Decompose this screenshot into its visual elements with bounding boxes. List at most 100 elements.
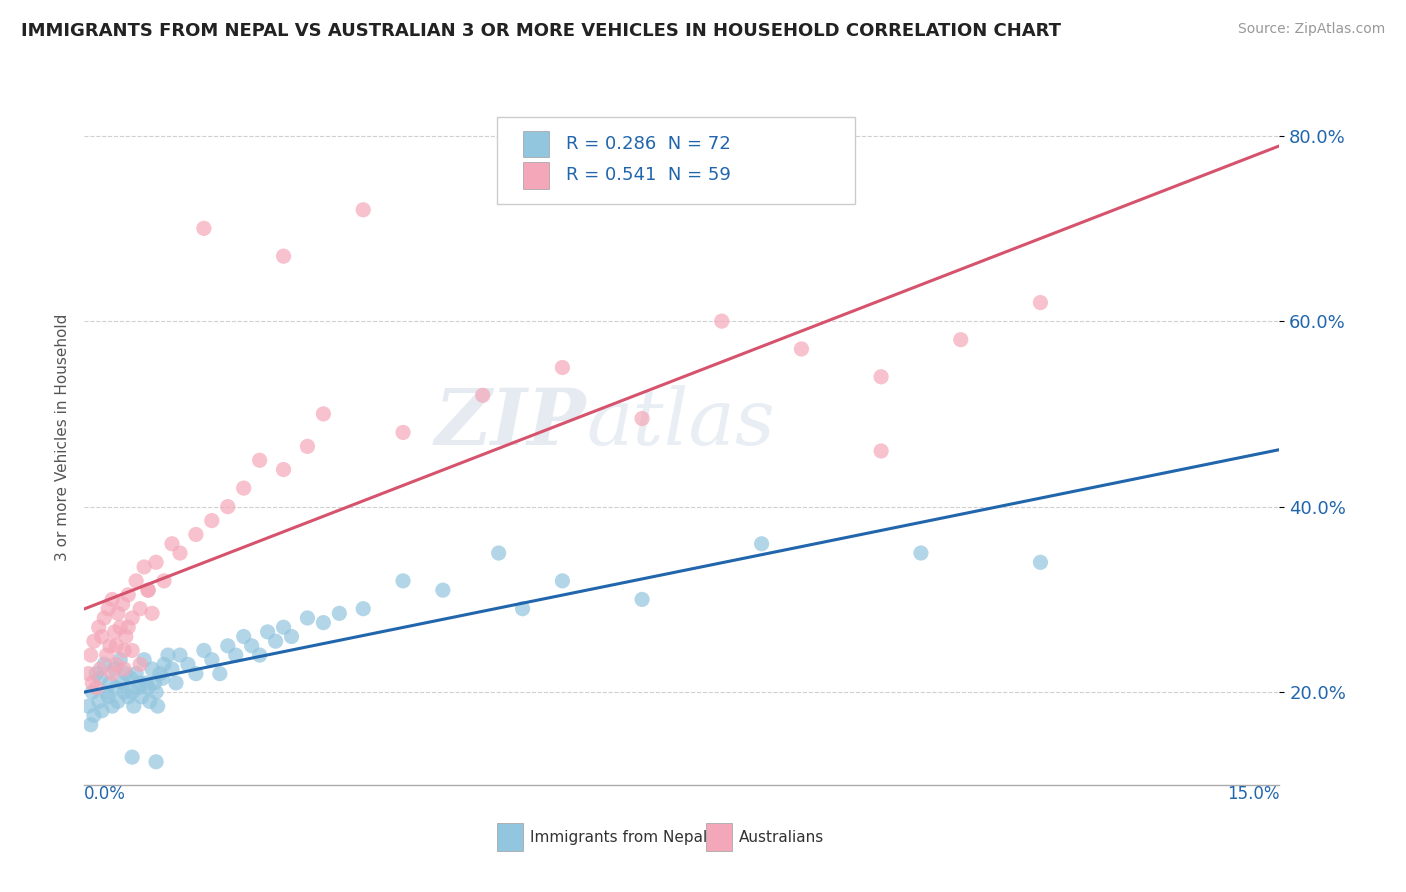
Point — [101, 666, 124, 681]
Point — [297, 439, 319, 453]
Point — [110, 653, 132, 667]
Point — [193, 221, 215, 235]
Bar — [496, 823, 523, 851]
Point — [90, 630, 112, 644]
Point — [98, 676, 121, 690]
Point — [488, 546, 510, 560]
Point — [249, 453, 271, 467]
Point — [136, 583, 159, 598]
Text: IMMIGRANTS FROM NEPAL VS AUSTRALIAN 3 OR MORE VEHICLES IN HOUSEHOLD CORRELATION : IMMIGRANTS FROM NEPAL VS AUSTRALIAN 3 OR… — [21, 22, 1062, 40]
Point — [125, 666, 148, 681]
Point — [217, 500, 239, 514]
Point — [949, 333, 972, 347]
Point — [392, 574, 415, 588]
Point — [97, 601, 120, 615]
Point — [101, 699, 124, 714]
Point — [117, 588, 139, 602]
Point — [392, 425, 415, 440]
Point — [117, 620, 139, 634]
Text: Australians: Australians — [740, 830, 824, 845]
FancyBboxPatch shape — [496, 117, 855, 204]
Point — [131, 690, 153, 704]
Point — [177, 657, 200, 672]
Text: 0.0%: 0.0% — [84, 785, 127, 803]
Point — [114, 666, 136, 681]
Point — [146, 699, 169, 714]
Point — [86, 666, 108, 681]
Point — [121, 750, 143, 764]
Point — [870, 369, 893, 384]
Point — [97, 690, 120, 704]
Point — [710, 314, 733, 328]
Point — [145, 685, 167, 699]
Point — [312, 407, 335, 421]
Point — [328, 607, 350, 621]
Point — [512, 601, 534, 615]
Point — [138, 694, 160, 708]
Point — [132, 653, 156, 667]
Point — [89, 662, 111, 676]
Point — [110, 620, 132, 634]
Point — [273, 249, 295, 263]
Point — [82, 676, 104, 690]
Point — [129, 676, 152, 690]
Point — [471, 388, 494, 402]
Point — [225, 648, 247, 662]
Point — [184, 527, 207, 541]
Point — [129, 657, 152, 672]
Point — [160, 537, 183, 551]
Point — [82, 685, 104, 699]
Point — [122, 699, 145, 714]
Point — [104, 624, 127, 639]
Point — [790, 342, 813, 356]
Text: R = 0.541  N = 59: R = 0.541 N = 59 — [567, 167, 731, 185]
Point — [83, 634, 105, 648]
Point — [143, 676, 166, 690]
Point — [631, 592, 654, 607]
Text: Immigrants from Nepal: Immigrants from Nepal — [530, 830, 707, 845]
Point — [249, 648, 271, 662]
Point — [129, 601, 152, 615]
Point — [128, 681, 150, 695]
Point — [165, 676, 187, 690]
Point — [312, 615, 335, 630]
Point — [208, 666, 231, 681]
Point — [87, 694, 110, 708]
Text: Source: ZipAtlas.com: Source: ZipAtlas.com — [1237, 22, 1385, 37]
Bar — [523, 131, 550, 157]
Point — [105, 657, 128, 672]
Point — [112, 643, 135, 657]
Point — [153, 657, 176, 672]
Point — [297, 611, 319, 625]
Point — [87, 620, 110, 634]
Point — [193, 643, 215, 657]
Point — [551, 360, 574, 375]
Text: atlas: atlas — [586, 385, 775, 461]
Point — [96, 648, 118, 662]
Point — [240, 639, 263, 653]
Point — [112, 685, 135, 699]
Point — [98, 639, 121, 653]
Point — [217, 639, 239, 653]
Point — [152, 671, 174, 685]
Point — [184, 666, 207, 681]
Point — [136, 681, 159, 695]
Point — [101, 592, 124, 607]
Point — [107, 607, 129, 621]
Point — [153, 574, 176, 588]
Bar — [523, 162, 550, 189]
Point — [125, 574, 148, 588]
Point — [93, 611, 115, 625]
Point — [121, 685, 143, 699]
Point — [910, 546, 932, 560]
Point — [132, 560, 156, 574]
Point — [169, 546, 191, 560]
Point — [1029, 295, 1052, 310]
Point — [114, 630, 136, 644]
Point — [96, 685, 118, 699]
Point — [232, 630, 254, 644]
Point — [80, 648, 103, 662]
Text: 15.0%: 15.0% — [1227, 785, 1279, 803]
Point — [93, 657, 115, 672]
Point — [120, 671, 142, 685]
